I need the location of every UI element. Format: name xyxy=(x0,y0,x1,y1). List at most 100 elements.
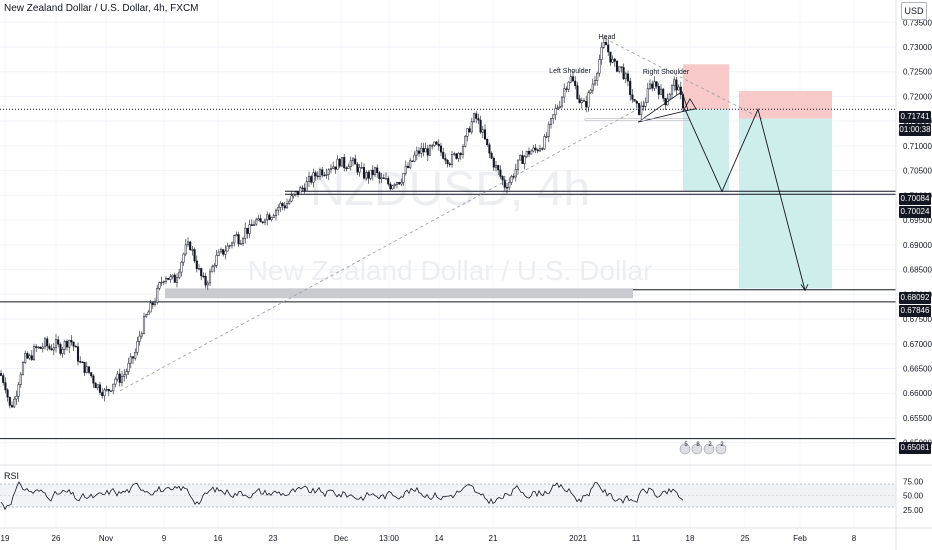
price-tick-label: 0.66000 xyxy=(903,389,932,398)
candle-up xyxy=(332,166,335,169)
candle-down xyxy=(655,81,658,87)
rsi-line xyxy=(0,481,684,511)
candle-up xyxy=(547,124,550,137)
price-tick-label: 0.72500 xyxy=(903,68,932,77)
drawings[interactable] xyxy=(119,38,809,392)
price-tick-label: 0.68500 xyxy=(903,266,932,275)
candle-up xyxy=(85,366,88,373)
candle-down xyxy=(76,346,80,362)
candle-up xyxy=(28,355,31,359)
candle-up xyxy=(230,242,234,246)
candle-down xyxy=(321,169,324,176)
candle-up xyxy=(593,80,597,85)
candle-down xyxy=(417,150,421,154)
candle-up xyxy=(525,150,528,157)
candle-down xyxy=(662,88,665,99)
candle-down xyxy=(107,389,110,392)
candle-down xyxy=(259,218,262,223)
candle-down xyxy=(345,167,348,169)
candle-down xyxy=(237,234,240,245)
candle-up xyxy=(457,153,460,159)
candle-down xyxy=(57,339,60,345)
candle-up xyxy=(450,154,454,165)
left-shoulder-label: Left Shoulder xyxy=(549,68,591,75)
right-shoulder-label: Right Shoulder xyxy=(643,69,690,76)
candle-up xyxy=(279,203,282,208)
candle-up xyxy=(206,282,209,286)
candle-up xyxy=(263,219,267,223)
candle-up xyxy=(532,147,535,152)
horizontal-lines[interactable] xyxy=(0,108,896,440)
candle-down xyxy=(426,148,429,156)
candle-down xyxy=(620,66,623,68)
watermark: NZDUSD, 4h New Zealand Dollar / U.S. Dol… xyxy=(248,163,653,286)
candle-down xyxy=(222,249,225,255)
candle-down xyxy=(664,97,667,106)
time-tick-label: 21 xyxy=(489,534,498,543)
candle-up xyxy=(136,341,139,353)
candle-down xyxy=(585,100,588,108)
candle-down xyxy=(10,405,14,408)
candle-down xyxy=(101,392,104,397)
candle-up xyxy=(37,346,40,349)
candle-up xyxy=(552,114,555,119)
candle-up xyxy=(129,356,132,364)
candle-up xyxy=(257,218,260,221)
candle-up xyxy=(514,169,517,178)
candle-up xyxy=(17,384,20,397)
candle-down xyxy=(382,177,385,179)
candle-up xyxy=(140,333,143,337)
candle-up xyxy=(466,128,469,137)
candle-up xyxy=(226,245,229,252)
candle-down xyxy=(490,152,493,159)
candle-up xyxy=(13,398,16,408)
dashed-trendline xyxy=(119,107,641,392)
candle-down xyxy=(615,61,619,72)
candle-up xyxy=(351,158,355,162)
small-triangle xyxy=(682,98,697,112)
currency-button[interactable]: USD xyxy=(901,2,927,20)
candle-down xyxy=(2,375,5,383)
price-axis[interactable]: 0.735000.730000.725000.720000.715000.710… xyxy=(895,0,932,550)
candle-up xyxy=(336,158,339,170)
time-tick-label: Feb xyxy=(793,534,807,543)
candle-up xyxy=(213,265,216,268)
candle-down xyxy=(497,165,500,171)
position-zones[interactable] xyxy=(165,64,832,299)
watermark-symbol: NZDUSD, 4h xyxy=(310,163,590,216)
candle-down xyxy=(527,150,531,155)
candle-up xyxy=(274,209,278,216)
event-badges[interactable]: 5 8 2 2 xyxy=(679,442,727,455)
candle-up xyxy=(219,249,223,253)
candle-down xyxy=(576,85,579,100)
candle-down xyxy=(411,160,414,162)
candle-up xyxy=(470,121,473,133)
candle-up xyxy=(288,200,291,204)
candle-up xyxy=(61,348,64,354)
candle-up xyxy=(15,395,18,400)
head-label: Head xyxy=(599,34,616,41)
time-axis[interactable]: 19 26 Nov 9 16 23 Dec 13:00 14 21 2021 11 18 25 Feb 8 xyxy=(0,527,932,543)
candle-down xyxy=(442,151,445,159)
rsi-tick-label: 50.00 xyxy=(903,492,924,501)
rsi-pane: 75.00 50.00 25.00 xyxy=(0,464,932,515)
candle-down xyxy=(492,157,495,168)
candle-up xyxy=(224,250,227,255)
time-tick-label: 26 xyxy=(52,534,61,543)
candle-down xyxy=(303,187,306,192)
candle-up xyxy=(52,347,55,351)
candle-down xyxy=(281,203,284,206)
candle-up xyxy=(365,172,368,179)
candle-down xyxy=(444,158,447,161)
candle-down xyxy=(193,249,196,262)
candle-up xyxy=(673,79,676,86)
candle-up xyxy=(567,81,570,90)
candle-up xyxy=(481,129,484,133)
candle-up xyxy=(464,136,467,147)
rsi-tick-label: 75.00 xyxy=(903,477,924,486)
projection-arrowhead xyxy=(800,284,809,292)
candle-up xyxy=(587,92,590,108)
candle-up xyxy=(530,150,533,155)
candle-up xyxy=(611,58,614,63)
